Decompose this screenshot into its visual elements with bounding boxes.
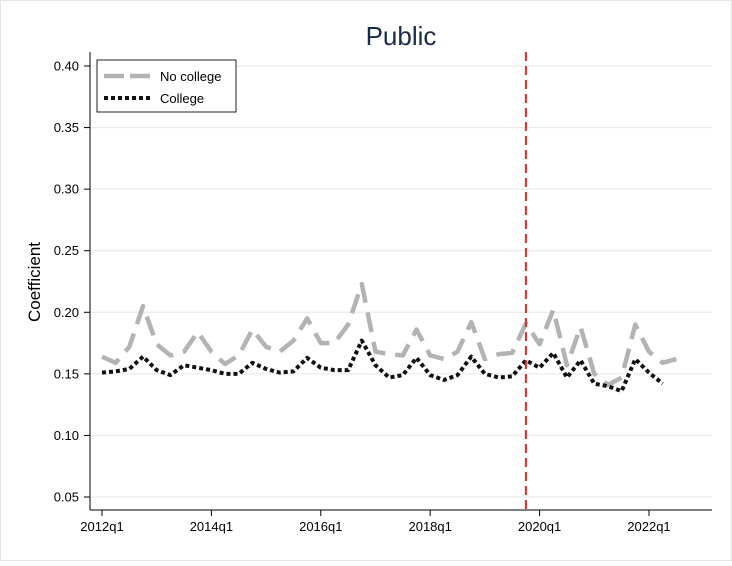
x-tick-label: 2018q1: [408, 519, 451, 534]
y-axis-label: Coefficient: [25, 242, 44, 322]
legend-label-college: College: [160, 91, 204, 106]
legend: No college College: [97, 60, 236, 112]
y-tick-label: 0.10: [54, 428, 79, 443]
y-tick-label: 0.05: [54, 490, 79, 505]
chart-title: Public: [366, 21, 437, 51]
y-tick-label: 0.35: [54, 120, 79, 135]
x-tick-label: 2016q1: [299, 519, 342, 534]
y-tick-label: 0.30: [54, 182, 79, 197]
y-tick-label: 0.25: [54, 243, 79, 258]
y-tick-label: 0.15: [54, 366, 79, 381]
y-tick-label: 0.20: [54, 305, 79, 320]
x-tick-label: 2014q1: [190, 519, 233, 534]
y-tick-label: 0.40: [54, 59, 79, 74]
x-tick-label: 2012q1: [80, 519, 123, 534]
x-tick-label: 2022q1: [627, 519, 670, 534]
legend-label-no-college: No college: [160, 69, 221, 84]
x-tick-label: 2020q1: [518, 519, 561, 534]
